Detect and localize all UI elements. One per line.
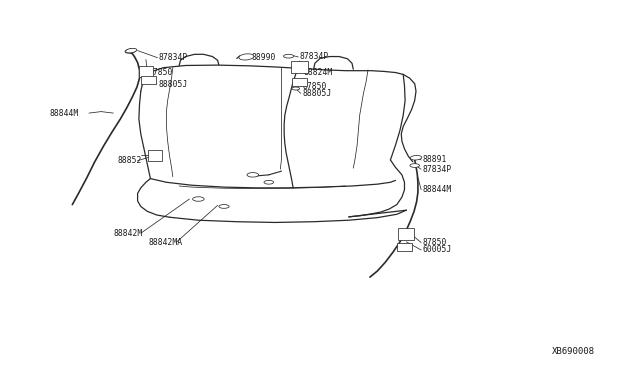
Text: 87834P: 87834P — [159, 53, 188, 62]
Bar — [139, 66, 153, 77]
Text: 88805J: 88805J — [158, 80, 188, 89]
Bar — [398, 228, 415, 240]
Bar — [141, 76, 156, 84]
Ellipse shape — [410, 155, 422, 160]
Text: XB690008: XB690008 — [552, 347, 595, 356]
Text: 87850: 87850 — [422, 238, 447, 247]
Ellipse shape — [239, 54, 254, 60]
Bar — [148, 150, 162, 161]
Text: 88891: 88891 — [422, 155, 447, 164]
Bar — [397, 243, 412, 251]
Text: 87834P: 87834P — [422, 165, 452, 174]
Ellipse shape — [264, 180, 274, 184]
Text: 87850: 87850 — [148, 68, 173, 77]
Text: 60005J: 60005J — [422, 246, 452, 254]
Text: 88844M: 88844M — [49, 109, 79, 118]
Ellipse shape — [125, 49, 136, 53]
Ellipse shape — [125, 48, 137, 53]
Bar — [291, 61, 308, 73]
Bar — [292, 78, 307, 86]
Ellipse shape — [247, 173, 259, 177]
Ellipse shape — [193, 197, 204, 201]
Text: 88990: 88990 — [252, 53, 276, 62]
Ellipse shape — [410, 164, 420, 167]
Ellipse shape — [292, 87, 300, 90]
Text: 88805J: 88805J — [302, 89, 332, 98]
Text: 87850: 87850 — [302, 82, 326, 91]
Text: 88824M: 88824M — [303, 68, 333, 77]
Text: 87834P: 87834P — [300, 52, 329, 61]
Text: 88842M: 88842M — [114, 229, 143, 238]
Text: 88844M: 88844M — [422, 185, 452, 194]
Text: 88852: 88852 — [117, 156, 141, 165]
Ellipse shape — [219, 205, 229, 208]
Ellipse shape — [284, 54, 294, 58]
Text: 88842MA: 88842MA — [148, 238, 182, 247]
